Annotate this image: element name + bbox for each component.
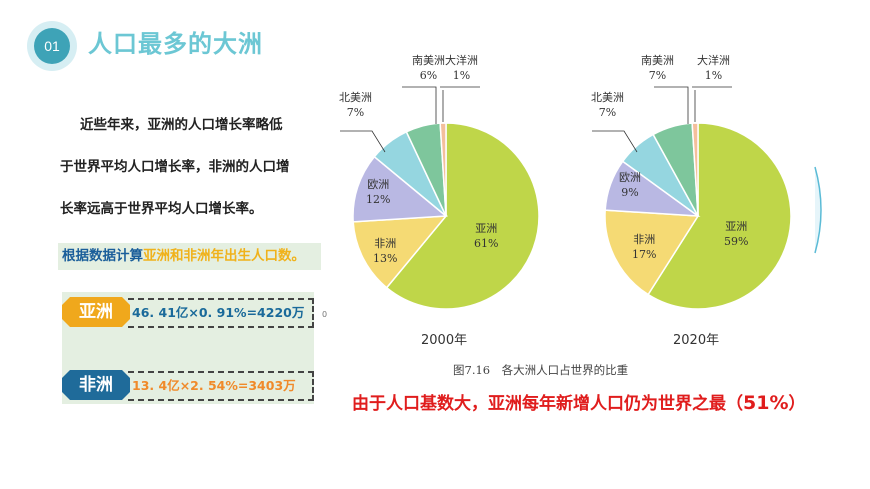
label-south-america-2020: 南美洲 7% (641, 54, 674, 82)
label-asia-2000: 亚洲 61% (474, 222, 499, 250)
label-north-america-2020: 北美洲 7% (591, 91, 624, 119)
label-north-america-2000: 北美洲 7% (339, 91, 372, 119)
calc-label-asia: 亚洲 (62, 297, 130, 327)
calc-row-asia: 亚洲 46. 41亿×0. 91%=4220万 (62, 297, 314, 328)
label-oceania-2020: 大洋洲 1% (697, 54, 730, 82)
label-europe-2020: 欧洲 9% (619, 171, 641, 199)
label-europe-2000: 欧洲 12% (366, 178, 391, 206)
calculation-panel: 亚洲 46. 41亿×0. 91%=4220万 非洲 13. 4亿×2. 54%… (62, 292, 314, 404)
calc-formula-africa: 13. 4亿×2. 54%=3403万 (128, 371, 314, 401)
pie-slice-大洋洲 (691, 122, 699, 217)
pie-slice-非洲 (604, 209, 700, 296)
label-africa-2020: 非洲 17% (632, 233, 657, 261)
pie-chart-2000 (340, 86, 540, 310)
pie-slice-亚洲 (385, 122, 540, 310)
stray-mark: 0 (322, 310, 328, 319)
conclusion-text: 由于人口基数大，亚洲每年新增人口仍为世界之最（51%） (352, 392, 806, 414)
pie-slice-大洋洲 (439, 122, 447, 217)
pie-chart-2020 (592, 86, 792, 310)
year-label-2000: 2000年 (421, 333, 468, 348)
intro-line: 近些年来，亚洲的人口增长率略低 (80, 117, 283, 133)
figure-caption: 图7.16 各大洲人口占世界的比重 (453, 363, 629, 377)
intro-line: 长率远高于世界平均人口增长率。 (60, 201, 263, 217)
pie-slice-非洲 (352, 215, 448, 289)
section-number: 01 (34, 28, 70, 64)
section-number-badge: 01 (27, 21, 77, 71)
label-africa-2000: 非洲 13% (373, 237, 398, 265)
page-title: 人口最多的大洲 (88, 30, 263, 58)
task-highlight: 亚洲和非洲年出生人口数。 (143, 248, 305, 264)
calc-row-africa: 非洲 13. 4亿×2. 54%=3403万 (62, 370, 314, 401)
task-prompt: 根据数据计算亚洲和非洲年出生人口数。 (58, 243, 321, 270)
intro-paragraph: 近些年来，亚洲的人口增长率略低 于世界平均人口增长率，非洲的人口增 长率远高于世… (60, 104, 325, 230)
task-prefix: 根据数据计算 (62, 248, 143, 264)
conclusion-value: 51% (743, 392, 789, 414)
intro-line: 于世界平均人口增长率，非洲的人口增 (60, 159, 290, 175)
label-south-america-2000: 南美洲 6% (412, 54, 445, 82)
pie-slice-欧洲 (352, 155, 448, 223)
calc-formula-asia: 46. 41亿×0. 91%=4220万 (128, 298, 314, 328)
label-asia-2020: 亚洲 59% (724, 220, 749, 248)
pie-slice-亚洲 (647, 122, 792, 310)
year-label-2020: 2020年 (673, 333, 720, 348)
calc-label-africa: 非洲 (62, 370, 130, 400)
label-oceania-2000: 大洋洲 1% (445, 54, 478, 82)
partial-globe-edge (814, 166, 822, 254)
